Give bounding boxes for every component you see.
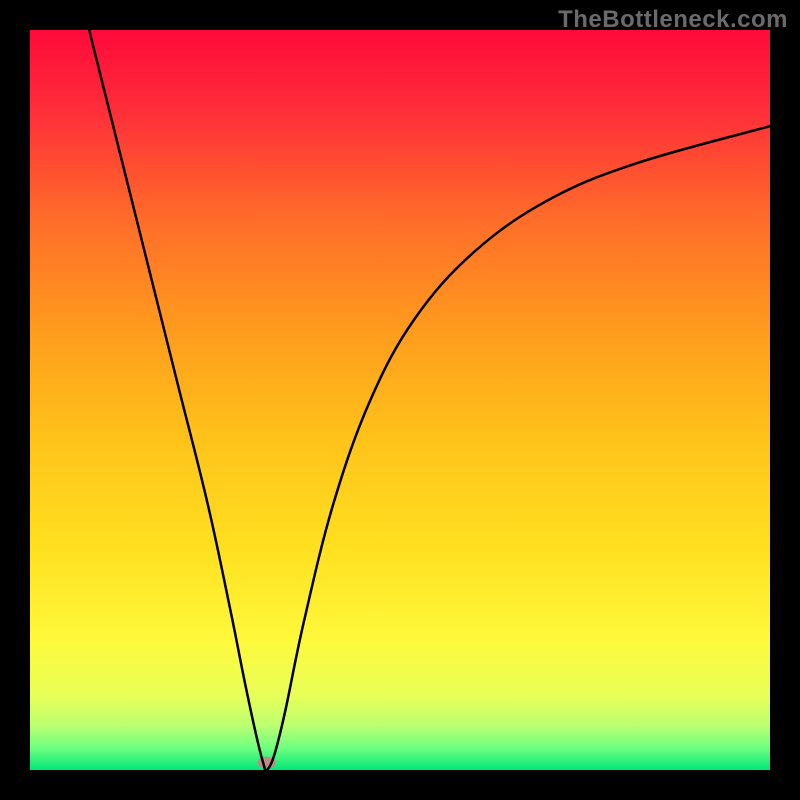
plot-area-gradient (30, 30, 770, 770)
watermark-text: TheBottleneck.com (558, 6, 788, 34)
bottleneck-chart: TheBottleneck.com (0, 0, 800, 800)
chart-svg (0, 0, 800, 800)
